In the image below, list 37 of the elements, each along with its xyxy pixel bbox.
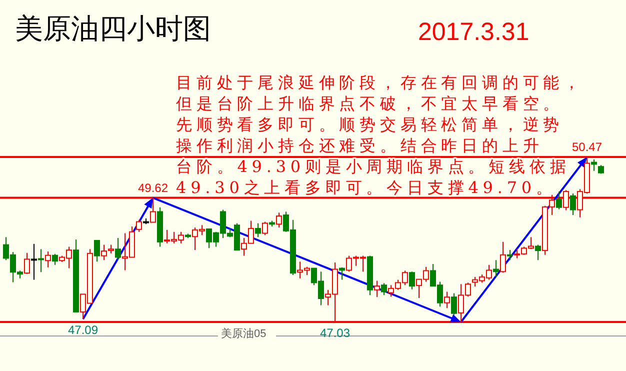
- candlestick: [374, 280, 380, 298]
- candlestick: [556, 191, 562, 210]
- candlestick: [507, 250, 513, 261]
- candlestick: [45, 250, 51, 268]
- text: 美原油05: [221, 327, 266, 340]
- candlestick: [409, 271, 415, 290]
- candlestick: [444, 291, 450, 309]
- candlestick: [255, 222, 261, 238]
- candlestick: [115, 238, 121, 261]
- candlestick: [24, 252, 30, 275]
- candlestick: [500, 241, 506, 274]
- candlestick: [570, 192, 576, 216]
- text: 先顺势看多即可。顺势交易轻松简单，逆势: [176, 115, 564, 134]
- text: 但是台阶上升临界点不破，不宜太早看空。: [176, 94, 564, 113]
- candlestick: [52, 253, 58, 266]
- annotation: 47.09: [68, 323, 98, 338]
- candlestick: [38, 248, 44, 273]
- candlestick: [136, 219, 142, 232]
- candlestick: [31, 243, 37, 280]
- chart-title: 美原油四小时图: [15, 12, 211, 45]
- annotation: 50.47: [572, 140, 602, 154]
- candlestick: [493, 260, 499, 278]
- candlestick: [262, 221, 268, 236]
- annotation: 台阶。49.30则是小周期临界点。短线依据: [176, 157, 570, 176]
- annotation: 49.30之上看多即可。今日支撑49.70。: [176, 178, 556, 197]
- candlestick: [381, 282, 387, 296]
- annotation: 49.62: [138, 180, 168, 195]
- chart-subtitle: 2017.3.31: [418, 18, 530, 46]
- candlestick: [535, 244, 541, 261]
- candlestick: [339, 266, 345, 280]
- annotation: 47.03: [320, 326, 350, 340]
- text: 操作利润小持仓还难受。结合昨日的上升: [176, 136, 544, 155]
- candlestick: [591, 158, 597, 172]
- candlestick: [276, 212, 282, 228]
- text: 目前处于尾浪延伸阶段，存在有回调的可能，: [176, 73, 584, 92]
- candlestick: [94, 239, 100, 262]
- candlestick: [451, 292, 457, 316]
